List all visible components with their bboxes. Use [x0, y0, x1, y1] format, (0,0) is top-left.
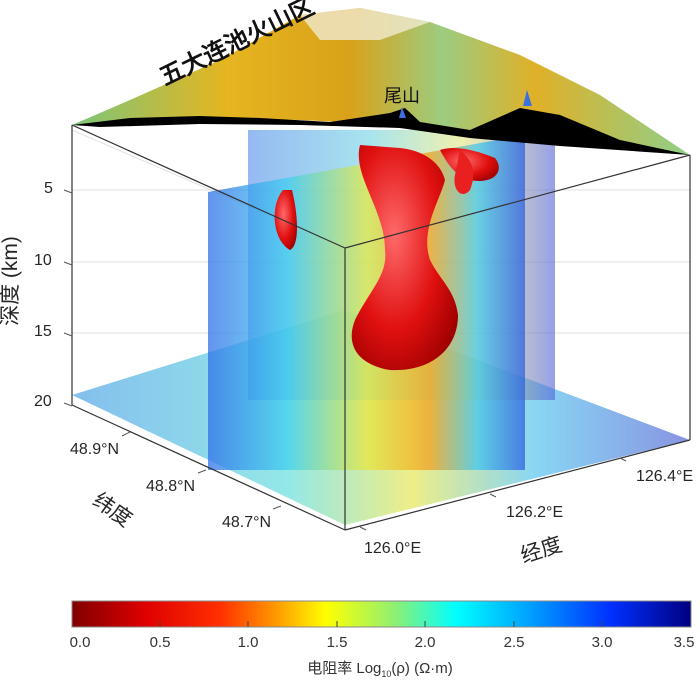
x-tick-label: 126.2°E [506, 504, 564, 521]
colorbar-tick-label: 0.5 [149, 634, 171, 651]
topography-edge [72, 108, 690, 155]
y-tick-label: 48.9°N [70, 441, 120, 458]
axis-box [71, 124, 691, 531]
z-tick-label: 20 [34, 393, 52, 410]
x-ticks [359, 457, 627, 531]
colorbar-label: 电阻率 Log10(ρ) (Ω·m) [0, 657, 700, 679]
z-axis-label: 深度 (km) [0, 236, 22, 326]
low-resistivity-isosurface [274, 145, 499, 371]
x-tick-label: 126.4°E [636, 468, 694, 485]
colorbar-label-prefix: 电阻率 Log [307, 660, 382, 677]
colorbar-tick-label: 2.5 [503, 634, 525, 651]
x-tick-label: 126.0°E [364, 540, 422, 557]
colorbar-label-sub: 10 [381, 669, 392, 679]
z-tick-label: 5 [44, 180, 53, 197]
y-tick-label: 48.7°N [222, 514, 272, 531]
colorbar-tick-label: 1.5 [326, 634, 348, 651]
z-ticks [63, 189, 73, 407]
colorbar-label-suffix: (ρ) (Ω·m) [391, 660, 453, 677]
colorbar-tick-label: 3.5 [673, 634, 695, 651]
z-tick-label: 10 [34, 252, 52, 269]
colorbar-tick-label: 3.0 [591, 634, 613, 651]
colorbar [71, 600, 692, 628]
y-ticks [121, 431, 282, 510]
colorbar-tick-label: 1.0 [237, 634, 259, 651]
z-tick-label: 15 [34, 323, 52, 340]
annotation-weishan: 尾山 [384, 86, 420, 106]
y-tick-label: 48.8°N [146, 478, 196, 495]
colorbar-tick-label: 2.0 [414, 634, 436, 651]
colorbar-tick-label: 0.0 [69, 634, 91, 651]
colorbar-ticks [159, 621, 603, 627]
